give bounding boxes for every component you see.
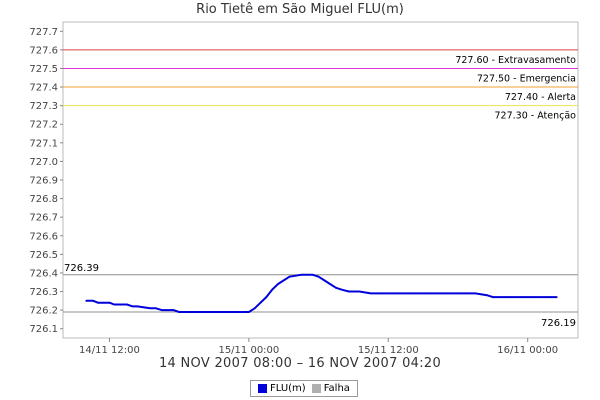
- data-point: [85, 299, 88, 302]
- data-point: [253, 307, 256, 310]
- data-point: [300, 273, 303, 276]
- data-point: [172, 309, 175, 312]
- legend: FLU(m) Falha: [250, 380, 358, 397]
- data-point: [445, 292, 448, 295]
- y-tick-label: 727.6: [29, 45, 58, 56]
- data-point: [160, 309, 163, 312]
- threshold-label: 727.40 - Alerta: [505, 92, 576, 103]
- y-tick-label: 727.5: [29, 64, 58, 75]
- reference-label: 726.39: [64, 263, 99, 274]
- data-point: [125, 303, 128, 306]
- data-point: [555, 296, 558, 299]
- data-point: [311, 273, 314, 276]
- data-point: [375, 292, 378, 295]
- legend-item-falha: Falha: [311, 383, 350, 394]
- x-tick-label: 16/11 00:00: [497, 345, 558, 355]
- data-point: [369, 292, 372, 295]
- data-point: [247, 311, 250, 313]
- data-point: [178, 311, 181, 313]
- data-point: [462, 292, 465, 295]
- plot-area: [62, 21, 579, 339]
- y-tick-label: 727.1: [29, 138, 58, 149]
- y-tick-label: 727.0: [29, 157, 58, 168]
- y-tick-label: 726.3: [29, 287, 58, 298]
- legend-label-flu: FLU(m): [270, 383, 306, 394]
- y-tick-label: 727.4: [29, 83, 58, 94]
- data-point: [195, 311, 198, 313]
- data-point: [136, 305, 139, 308]
- y-tick-label: 726.7: [29, 213, 58, 224]
- threshold-label: 727.30 - Atenção: [495, 111, 577, 122]
- data-point: [149, 307, 152, 310]
- data-point: [92, 299, 95, 302]
- legend-swatch-falha: [311, 384, 321, 393]
- data-point: [340, 288, 343, 291]
- y-tick-label: 726.2: [29, 306, 58, 317]
- data-point: [282, 279, 285, 282]
- y-tick-label: 727.2: [29, 120, 58, 131]
- data-point: [242, 311, 244, 313]
- data-point: [265, 296, 268, 299]
- threshold-label: 727.50 - Emergencia: [477, 73, 576, 84]
- data-point: [428, 292, 430, 295]
- data-point: [347, 290, 350, 293]
- line-chart: 726.1 726.2 726.3 726.4 726.5 726.6 726.7 726.8…: [29, 21, 579, 355]
- x-axis-date-range: 14 NOV 2007 08:00 – 16 NOV 2007 04:20: [158, 356, 442, 371]
- x-tick-label: 15/11 12:00: [358, 345, 419, 355]
- data-point: [155, 307, 157, 310]
- data-point: [526, 296, 529, 299]
- y-tick-label: 727.7: [29, 27, 58, 38]
- data-point: [393, 292, 395, 295]
- reference-label: 726.19: [541, 318, 576, 329]
- data-point: [474, 292, 477, 295]
- data-point: [491, 296, 494, 299]
- x-tick-label: 15/11 00:00: [218, 345, 279, 355]
- y-tick-label: 726.9: [29, 176, 58, 187]
- data-point: [224, 311, 227, 313]
- chart-title: Rio Tietê em São Miguel FLU(m): [196, 2, 404, 17]
- y-tick-label: 726.5: [29, 250, 58, 261]
- data-point: [206, 311, 208, 313]
- data-point: [288, 275, 291, 278]
- data-point: [277, 283, 279, 285]
- data-point: [410, 292, 413, 295]
- threshold-label: 727.60 - Extravasamento: [455, 55, 576, 66]
- data-point: [271, 288, 274, 291]
- data-point: [108, 301, 111, 304]
- data-point: [335, 286, 337, 289]
- y-tick-label: 727.3: [29, 101, 58, 112]
- data-point: [544, 296, 547, 299]
- data-point: [358, 290, 361, 293]
- data-point: [306, 273, 308, 276]
- data-point: [259, 301, 262, 304]
- data-point: [113, 303, 116, 306]
- data-point: [486, 294, 488, 297]
- y-tick-label: 726.4: [29, 268, 58, 279]
- x-tick-label: 14/11 12:00: [79, 345, 140, 355]
- data-point: [317, 275, 320, 278]
- data-point: [96, 301, 99, 304]
- legend-swatch-flu: [258, 384, 267, 393]
- y-tick-label: 726.1: [29, 324, 58, 335]
- data-point: [131, 305, 134, 308]
- legend-label-falha: Falha: [323, 383, 350, 394]
- data-point: [201, 311, 204, 313]
- data-point: [509, 296, 512, 299]
- legend-item-flu: FLU(m): [258, 383, 306, 394]
- data-point: [329, 283, 332, 285]
- data-point: [323, 279, 326, 282]
- data-point: [230, 311, 233, 313]
- y-tick-label: 726.6: [29, 231, 58, 242]
- data-point: [218, 311, 221, 313]
- y-tick-label: 726.8: [29, 194, 58, 205]
- data-point: [184, 311, 186, 313]
